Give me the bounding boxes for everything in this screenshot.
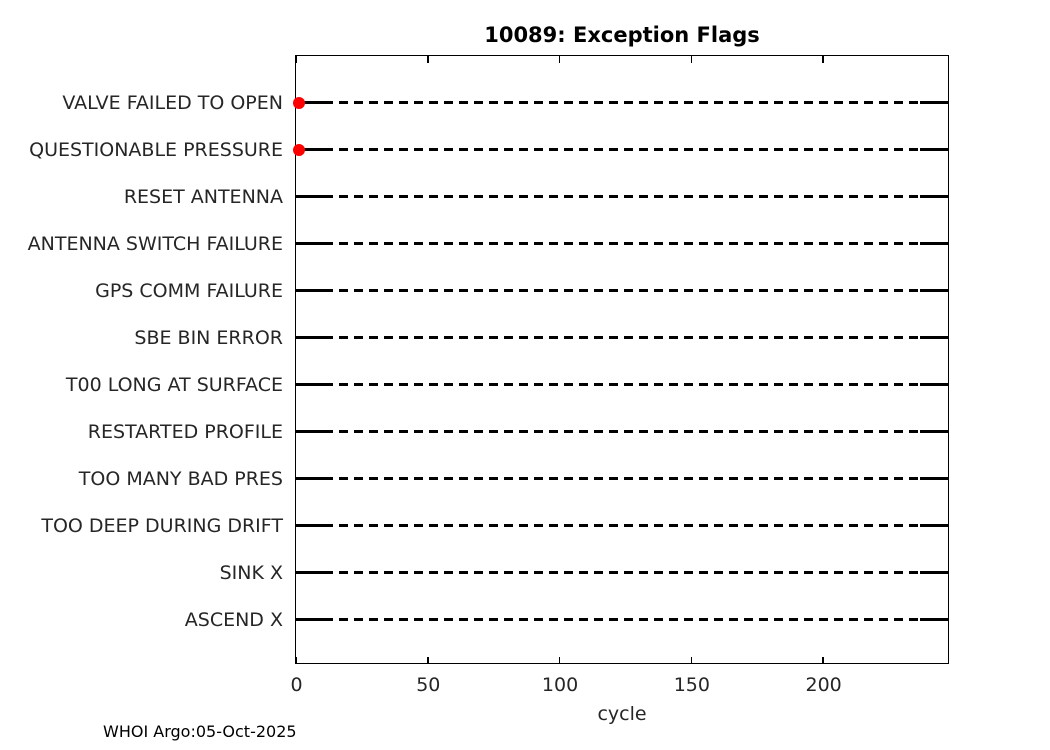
line-solid-cap-left: [296, 618, 324, 621]
chart-title: 10089: Exception Flags: [484, 23, 760, 47]
line-dashes: [324, 195, 920, 198]
line-solid-cap-right: [920, 477, 948, 480]
category-line: [296, 242, 948, 245]
line-solid-cap-right: [920, 430, 948, 433]
line-dashes: [324, 524, 920, 527]
category-line: [296, 101, 948, 104]
y-tick-label: TOO MANY BAD PRES: [78, 468, 283, 490]
line-dashes: [324, 430, 920, 433]
line-dashes: [324, 477, 920, 480]
category-line: [296, 148, 948, 151]
line-solid-cap-left: [296, 148, 324, 151]
line-solid-cap-right: [920, 383, 948, 386]
x-tick-top: [690, 56, 693, 63]
y-tick-label: RESET ANTENNA: [123, 186, 283, 208]
category-line: [296, 477, 948, 480]
y-tick-label: SBE BIN ERROR: [134, 327, 283, 349]
y-tick-label: GPS COMM FAILURE: [95, 280, 283, 302]
line-solid-cap-right: [920, 148, 948, 151]
line-solid-cap-right: [920, 195, 948, 198]
y-tick-label: VALVE FAILED TO OPEN: [62, 92, 283, 114]
x-tick-bottom: [295, 656, 297, 663]
x-tick-bottom: [427, 656, 429, 663]
line-solid-cap-left: [296, 430, 324, 433]
line-solid-cap-left: [296, 571, 324, 574]
line-dashes: [324, 101, 920, 104]
line-dashes: [324, 289, 920, 292]
line-solid-cap-right: [920, 524, 948, 527]
line-solid-cap-right: [920, 242, 948, 245]
x-axis-label: cycle: [597, 703, 647, 725]
x-tick-top: [295, 56, 297, 63]
y-tick-label: QUESTIONABLE PRESSURE: [29, 139, 283, 161]
x-tick-label: 100: [541, 674, 579, 696]
line-dashes: [324, 571, 920, 574]
y-tick-label: ANTENNA SWITCH FAILURE: [27, 233, 283, 255]
line-solid-cap-left: [296, 477, 324, 480]
flag-marker: [292, 143, 305, 156]
line-solid-cap-right: [920, 289, 948, 292]
x-tick-label: 50: [416, 674, 441, 696]
line-solid-cap-left: [296, 383, 324, 386]
category-line: [296, 336, 948, 339]
y-tick-label: SINK X: [219, 562, 283, 584]
line-solid-cap-right: [920, 101, 948, 104]
x-tick-label: 150: [673, 674, 710, 696]
flag-marker: [292, 96, 305, 109]
x-tick-bottom: [690, 656, 693, 663]
x-tick-top: [822, 56, 824, 63]
line-solid-cap-left: [296, 195, 324, 198]
x-tick-label: 200: [805, 674, 842, 696]
category-line: [296, 571, 948, 574]
x-tick-label: 0: [290, 674, 303, 696]
line-solid-cap-right: [920, 571, 948, 574]
line-solid-cap-left: [296, 336, 324, 339]
footer-text: WHOI Argo:05-Oct-2025: [103, 722, 297, 741]
line-solid-cap-left: [296, 524, 324, 527]
plot-area: [292, 55, 949, 664]
category-line: [296, 618, 948, 621]
x-tick-top: [558, 56, 561, 63]
x-tick-bottom: [822, 656, 824, 663]
line-dashes: [324, 336, 920, 339]
line-solid-cap-left: [296, 242, 324, 245]
y-tick-label: TOO DEEP DURING DRIFT: [41, 515, 283, 537]
category-line: [296, 195, 948, 198]
line-dashes: [324, 242, 920, 245]
category-line: [296, 383, 948, 386]
category-line: [296, 430, 948, 433]
line-dashes: [324, 618, 920, 621]
line-solid-cap-left: [296, 289, 324, 292]
x-tick-bottom: [558, 656, 561, 663]
y-tick-label: RESTARTED PROFILE: [87, 421, 283, 443]
line-solid-cap-right: [920, 336, 948, 339]
x-tick-top: [427, 56, 429, 63]
line-solid-cap-right: [920, 618, 948, 621]
line-dashes: [324, 148, 920, 151]
line-dashes: [324, 383, 920, 386]
category-line: [296, 524, 948, 527]
category-line: [296, 289, 948, 292]
y-tick-label: ASCEND X: [184, 609, 283, 631]
line-solid-cap-left: [296, 101, 324, 104]
y-tick-label: T00 LONG AT SURFACE: [65, 374, 283, 396]
